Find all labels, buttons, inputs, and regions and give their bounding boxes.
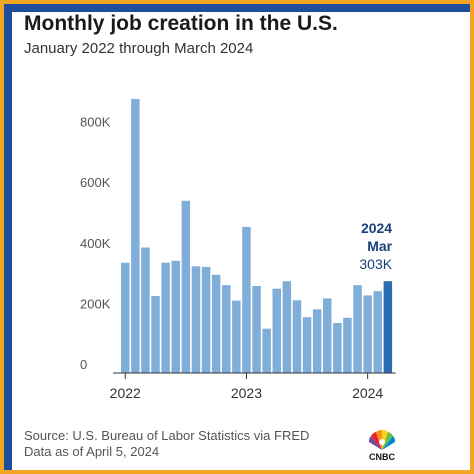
chart-subtitle: January 2022 through March 2024 — [24, 40, 254, 57]
peacock-icon — [368, 429, 396, 450]
bar — [161, 262, 170, 373]
bar — [191, 266, 201, 373]
bar — [252, 286, 261, 373]
annotation-month: Mar — [367, 238, 392, 254]
bar — [232, 300, 241, 373]
bar — [171, 260, 180, 373]
bar — [262, 328, 271, 373]
annotation-value: 303K — [359, 256, 392, 272]
bar — [131, 99, 140, 373]
bar — [292, 300, 302, 374]
bar-highlighted — [383, 281, 393, 373]
logo-text: CNBC — [369, 452, 395, 462]
chart-card — [12, 12, 470, 470]
data-date-line: Data as of April 5, 2024 — [24, 444, 160, 459]
source-note: Source: U.S. Bureau of Labor Statistics … — [24, 428, 309, 460]
bar — [373, 291, 382, 373]
y-tick-label: 200K — [80, 296, 111, 311]
bar — [201, 266, 211, 373]
bar — [151, 296, 160, 373]
bar — [343, 317, 352, 373]
bar — [242, 226, 251, 373]
x-tick-label: 2022 — [110, 385, 141, 401]
chart-frame — [4, 4, 470, 470]
y-tick-label: 0 — [80, 357, 87, 372]
bar — [272, 288, 281, 373]
bar — [353, 285, 362, 373]
bar — [211, 274, 221, 373]
bar — [312, 309, 322, 373]
x-tick-label: 2023 — [231, 385, 262, 401]
bar — [323, 298, 332, 373]
bar — [333, 323, 342, 373]
cnbc-logo: CNBC — [362, 428, 402, 464]
bar — [302, 317, 312, 373]
bar — [141, 247, 150, 373]
bar — [121, 262, 130, 373]
bar — [181, 200, 191, 373]
y-tick-label: 800K — [80, 115, 111, 130]
annotation-year: 2024 — [361, 220, 392, 236]
source-line: Source: U.S. Bureau of Labor Statistics … — [24, 428, 310, 443]
bar — [222, 285, 231, 373]
y-tick-label: 400K — [80, 236, 111, 251]
x-tick-label: 2024 — [352, 385, 383, 401]
y-tick-label: 600K — [80, 175, 111, 190]
chart-title: Monthly job creation in the U.S. — [24, 12, 338, 35]
bar — [363, 295, 372, 373]
bar — [282, 281, 292, 373]
